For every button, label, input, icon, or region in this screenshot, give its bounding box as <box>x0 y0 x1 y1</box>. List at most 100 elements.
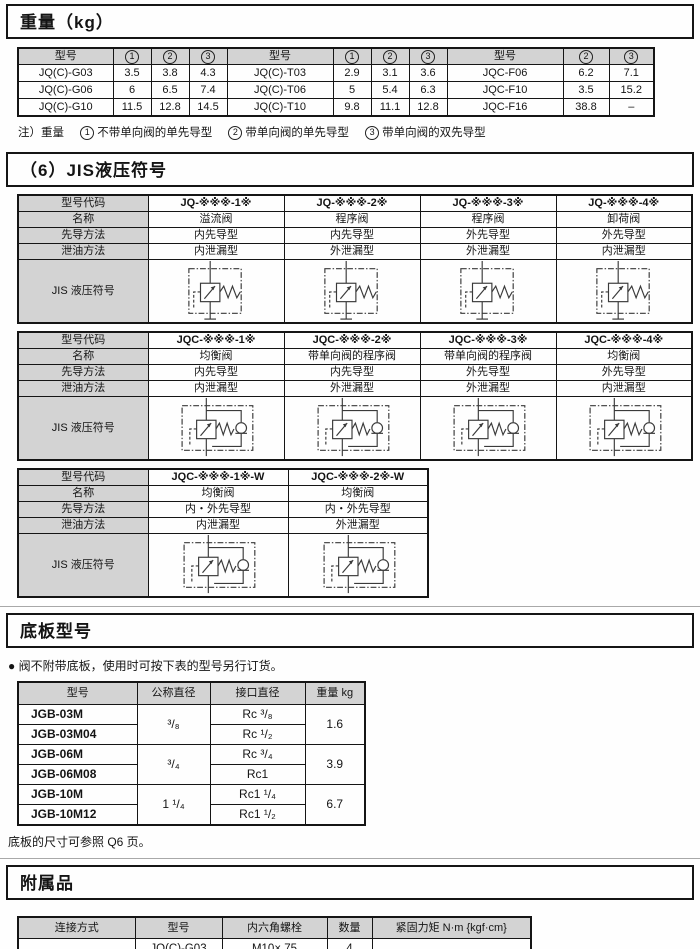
weight-note-item: 3 带单向阀的双先导型 <box>365 126 486 140</box>
weight-value-cell: 14.5 <box>188 98 228 117</box>
row-header-drain: 泄油方法 <box>17 517 149 534</box>
col-header-circle-3: 3 <box>408 47 448 65</box>
col-header-torque: 紧固力矩 N·m {kgf·cm} <box>371 916 532 939</box>
weight-value-cell: 6.7 <box>304 784 366 826</box>
torque-cell: 48～63{480～630} <box>371 938 532 949</box>
weight-note: 注）重量 1 不带单向阀的单先导型 2 带单向阀的单先导型 3 带单向阀的双先导型 <box>18 124 700 140</box>
weight-value-cell: 6.2 <box>562 64 610 82</box>
weight-value-cell: 4.3 <box>188 64 228 82</box>
model-code-cell: JQC-※※※-4※ <box>555 331 693 349</box>
col-header-model: 型号 <box>17 681 138 705</box>
col-header-nominal-diameter: 公称直径 <box>136 681 211 705</box>
col-header-circle-2: 2 <box>562 47 610 65</box>
valve-name-cell: 带单向阀的程序阀 <box>419 348 557 365</box>
jis-table-jqc: 型号代码 JQC-※※※-1※ JQC-※※※-2※ JQC-※※※-3※ JQ… <box>17 331 693 461</box>
weight-header-row: 型号 1 2 3 型号 1 2 3 型号 2 3 <box>17 47 655 65</box>
symbol-cell <box>555 259 693 324</box>
nominal-diameter-cell: ³/₄ <box>136 744 211 785</box>
table-row: 型号代码 JQC-※※※-1※ JQC-※※※-2※ JQC-※※※-3※ JQ… <box>17 331 693 349</box>
pilot-method-cell: 外先导型 <box>555 364 693 381</box>
symbol-cell <box>147 396 285 461</box>
valve-name-cell: 均衡阀 <box>147 348 285 365</box>
col-header-circle-2: 2 <box>150 47 190 65</box>
model-cell: JGB-03M <box>17 704 138 725</box>
weight-value-cell: 3.5 <box>562 81 610 99</box>
model-code-cell: JQC-※※※-3※ <box>419 331 557 349</box>
model-cell: JQ(C)-G03 <box>17 64 114 82</box>
model-cell: JQ(C)-T10 <box>226 98 334 117</box>
section-divider <box>0 858 700 859</box>
col-header-circle-1: 1 <box>112 47 152 65</box>
col-header-circle-3: 3 <box>188 47 228 65</box>
model-cell: JQ(C)-T06 <box>226 81 334 99</box>
drain-method-cell: 外泄漏型 <box>283 243 421 260</box>
weight-value-cell: 3.6 <box>408 64 448 82</box>
port-diameter-cell: Rc1 <box>209 764 306 785</box>
table-row: 型号代码 JQC-※※※-1※-W JQC-※※※-2※-W <box>17 468 429 486</box>
port-diameter-cell: Rc ³/₄ <box>209 744 306 765</box>
model-cell: JGB-10M12 <box>17 804 138 826</box>
valve-name-cell: 均衡阀 <box>555 348 693 365</box>
section-title-weight: 重量（kg） <box>6 4 694 39</box>
circled-number: 3 <box>365 126 380 140</box>
model-code-cell: JQC-※※※-2※-W <box>287 468 429 486</box>
col-header-circle-1: 1 <box>332 47 372 65</box>
model-code-cell: JQC-※※※-1※-W <box>147 468 289 486</box>
model-cell: JQ(C)-G06 <box>17 81 114 99</box>
connection-type-cell: 密封板安装型 <box>17 938 136 949</box>
drain-method-cell: 外泄漏型 <box>419 243 557 260</box>
accessories-header-row: 连接方式 型号 内六角螺栓 数量 紧固力矩 N·m {kgf·cm} <box>17 916 532 939</box>
pilot-method-cell: 内・外先导型 <box>147 501 289 518</box>
weight-value-cell: 6.3 <box>408 81 448 99</box>
col-header-weight: 重量 kg <box>304 681 366 705</box>
section-title-weight-label: 重量（kg） <box>20 13 114 32</box>
table-row: JGB-10M 1 ¹/₄ Rc1 ¹/₄ 6.7 <box>17 784 366 826</box>
weight-table: 型号 1 2 3 型号 1 2 3 型号 2 3 JQ(C)-G03 3.5 3… <box>17 47 655 117</box>
model-cell: JQ(C)-G10 <box>17 98 114 117</box>
drain-method-cell: 外泄漏型 <box>419 380 557 397</box>
circled-number: 3 <box>201 49 215 64</box>
circled-number: 2 <box>163 49 177 64</box>
nominal-diameter-cell: ³/₈ <box>136 704 211 745</box>
table-row: 泄油方法 内泄漏型 外泄漏型 <box>17 517 429 534</box>
quantity-cell: 4 <box>326 938 373 949</box>
col-header-circle-3: 3 <box>608 47 655 65</box>
model-code-cell: JQ-※※※-1※ <box>147 194 285 212</box>
weight-value-cell: 1.6 <box>304 704 366 745</box>
weight-value-cell: 38.8 <box>562 98 610 117</box>
row-header-model-code: 型号代码 <box>17 468 149 486</box>
circled-number: 3 <box>624 49 639 64</box>
model-cell: JQ(C)-T03 <box>226 64 334 82</box>
weight-value-cell: 12.8 <box>408 98 448 117</box>
drain-method-cell: 内泄漏型 <box>147 380 285 397</box>
row-header-name: 名称 <box>17 348 149 365</box>
pilot-method-cell: 内先导型 <box>283 364 421 381</box>
jis-pilot-valve-with-check-symbol-icon <box>453 397 526 457</box>
table-row: JIS 液压符号 <box>17 533 429 598</box>
row-header-model-code: 型号代码 <box>17 331 149 349</box>
circled-number: 1 <box>125 49 139 64</box>
weight-value-cell: 5.4 <box>370 81 410 99</box>
baseplate-header-row: 型号 公称直径 接口直径 重量 kg <box>17 681 366 705</box>
symbol-cell <box>283 259 421 324</box>
drain-method-cell: 外泄漏型 <box>283 380 421 397</box>
baseplate-table: 型号 公称直径 接口直径 重量 kg JGB-03M ³/₈ Rc ³/₈ 1.… <box>17 681 366 826</box>
row-header-pilot: 先导方法 <box>17 364 149 381</box>
model-code-cell: JQ-※※※-2※ <box>283 194 421 212</box>
model-cell: JQ(C)-G03 <box>134 938 223 949</box>
weight-note-item: 1 不带单向阀的单先导型 <box>80 126 212 140</box>
row-header-name: 名称 <box>17 211 149 228</box>
circled-number: 1 <box>345 49 359 64</box>
model-cell: JQC-F16 <box>446 98 564 117</box>
valve-name-cell: 带单向阀的程序阀 <box>283 348 421 365</box>
bolt-cell: M10× 75 <box>221 938 328 949</box>
symbol-cell <box>283 396 421 461</box>
model-cell: JGB-03M04 <box>17 724 138 745</box>
col-header-model: 型号 <box>226 47 334 65</box>
weight-value-cell: 6.5 <box>150 81 190 99</box>
jis-dual-pilot-valve-with-check-symbol-icon <box>323 534 396 594</box>
weight-value-cell: 12.8 <box>150 98 190 117</box>
model-cell: JGB-10M <box>17 784 138 805</box>
circled-number: 2 <box>228 126 243 140</box>
table-row: 先导方法 内先导型 内先导型 外先导型 外先导型 <box>17 364 693 381</box>
